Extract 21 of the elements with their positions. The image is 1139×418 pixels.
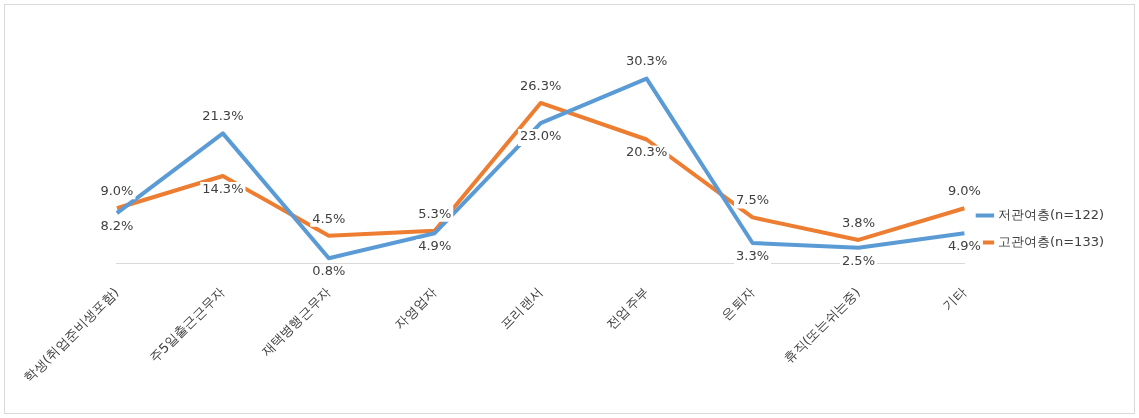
data-label: 2.5% [841,252,875,268]
data-label: 8.2% [100,218,134,234]
data-label: 14.3% [202,180,244,196]
x-tick-label: 기타 [939,284,969,314]
data-label: 23.0% [520,127,562,143]
legend-label: 고관여층(n=133) [997,233,1105,249]
data-label: 4.9% [947,238,981,254]
legend-label: 저관여층(n=122) [997,206,1105,222]
data-label: 9.0% [947,183,981,199]
data-label: 9.0% [100,183,134,199]
data-label: 0.8% [312,263,346,279]
data-label: 3.8% [841,214,875,230]
data-label: 4.5% [312,210,346,226]
data-label: 5.3% [418,205,452,221]
data-label: 26.3% [520,77,562,93]
data-label: 21.3% [202,108,244,124]
data-label: 4.9% [418,238,452,254]
data-label: 3.3% [736,247,770,263]
data-label: 30.3% [625,53,668,69]
data-label: 20.3% [625,144,668,160]
data-label: 7.5% [736,192,770,208]
